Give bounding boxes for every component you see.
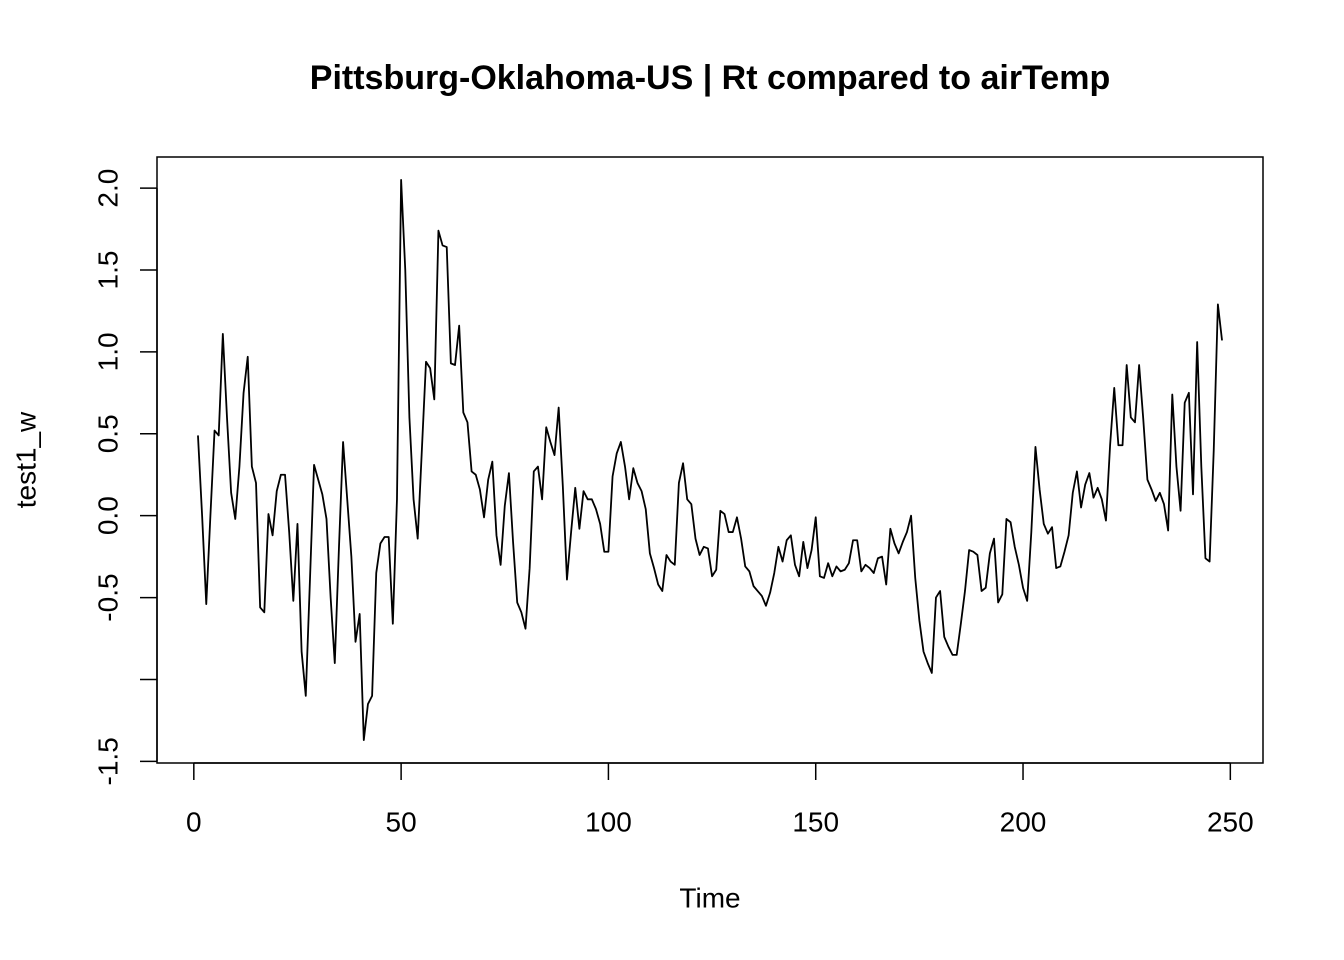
x-tick-label: 0 bbox=[186, 806, 202, 837]
plot-frame bbox=[156, 156, 1264, 764]
y-tick-label: 1.5 bbox=[92, 251, 123, 290]
x-tick-label: 50 bbox=[386, 806, 417, 837]
x-axis-label: Time bbox=[679, 882, 740, 913]
y-tick-label: -1.5 bbox=[92, 737, 123, 785]
chart-title: Pittsburg-Oklahoma-US | Rt compared to a… bbox=[310, 59, 1110, 97]
y-tick-label: 1.0 bbox=[92, 332, 123, 371]
y-tick-label: -0.5 bbox=[92, 573, 123, 621]
y-tick-label: 0.0 bbox=[92, 496, 123, 535]
series-line bbox=[197, 179, 1223, 741]
x-tick-label: 200 bbox=[1000, 806, 1047, 837]
y-axis-label: test1_w bbox=[10, 411, 41, 508]
x-tick-label: 150 bbox=[792, 806, 839, 837]
y-tick-label: 0.5 bbox=[92, 414, 123, 453]
x-tick-label: 100 bbox=[585, 806, 632, 837]
x-tick-label: 250 bbox=[1207, 806, 1254, 837]
y-tick-label: 2.0 bbox=[92, 169, 123, 208]
